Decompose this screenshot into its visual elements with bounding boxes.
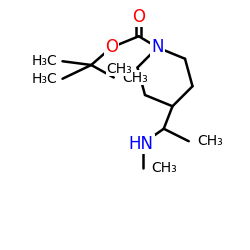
Text: O: O <box>105 38 118 56</box>
Text: H₃C: H₃C <box>32 54 58 68</box>
Text: O: O <box>132 8 145 26</box>
Text: CH₃: CH₃ <box>151 160 177 174</box>
Text: CH₃: CH₃ <box>106 62 132 76</box>
Text: H₃C: H₃C <box>32 72 58 86</box>
Text: CH₃: CH₃ <box>198 134 223 148</box>
Text: N: N <box>151 38 164 56</box>
Text: CH₃: CH₃ <box>122 70 148 85</box>
Text: HN: HN <box>129 135 154 153</box>
